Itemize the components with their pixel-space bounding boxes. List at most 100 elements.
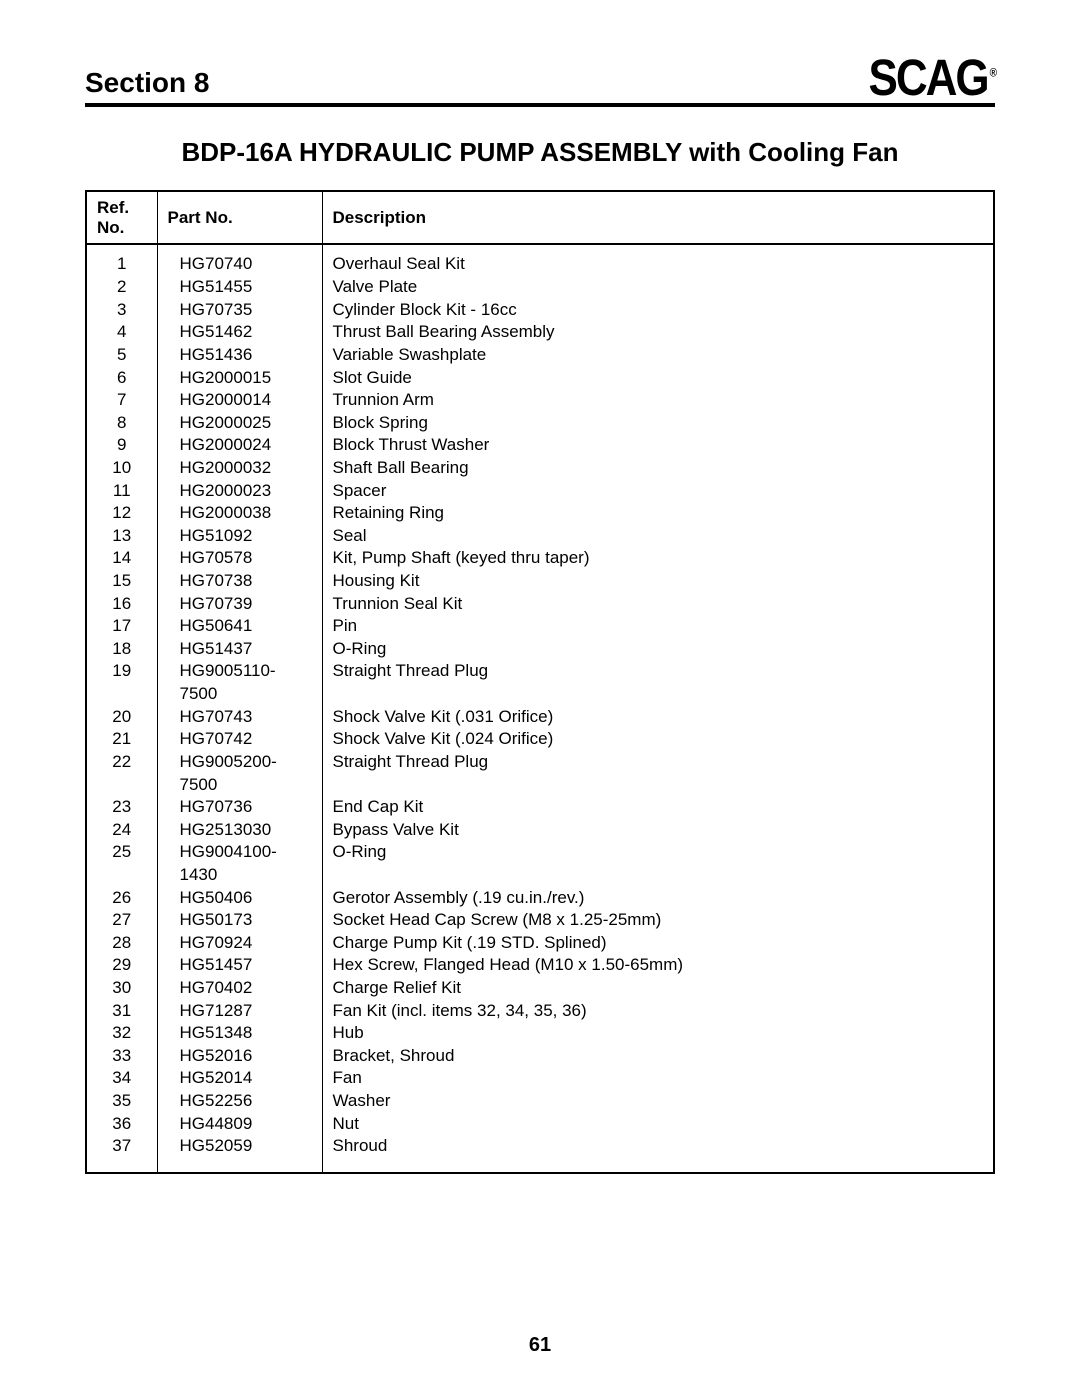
cell-desc: Hub: [322, 1022, 993, 1045]
page-title: BDP-16A HYDRAULIC PUMP ASSEMBLY with Coo…: [85, 137, 995, 168]
table-row: 11HG2000023Spacer: [87, 480, 993, 503]
table-row: 30HG70402Charge Relief Kit: [87, 977, 993, 1000]
cell-ref: 4: [87, 321, 157, 344]
cell-part: HG2000024: [157, 434, 322, 457]
cell-part: HG51437: [157, 638, 322, 661]
table-header-row: Ref. No. Part No. Description: [87, 192, 993, 244]
cell-ref: 20: [87, 706, 157, 729]
cell-desc: Thrust Ball Bearing Assembly: [322, 321, 993, 344]
table-row: 37HG52059Shroud: [87, 1135, 993, 1172]
cell-desc: Block Spring: [322, 412, 993, 435]
cell-part: HG2000038: [157, 502, 322, 525]
cell-desc: Bracket, Shroud: [322, 1045, 993, 1068]
cell-part: HG70924: [157, 932, 322, 955]
table-row: 33HG52016Bracket, Shroud: [87, 1045, 993, 1068]
table-row: 23HG70736End Cap Kit: [87, 796, 993, 819]
cell-part: HG50641: [157, 615, 322, 638]
table-row: 10HG2000032Shaft Ball Bearing: [87, 457, 993, 480]
cell-part: HG50406: [157, 887, 322, 910]
table-row: 29HG51457Hex Screw, Flanged Head (M10 x …: [87, 954, 993, 977]
cell-desc: Housing Kit: [322, 570, 993, 593]
table-row: 13HG51092Seal: [87, 525, 993, 548]
cell-part: HG70402: [157, 977, 322, 1000]
cell-desc: Retaining Ring: [322, 502, 993, 525]
cell-ref: 17: [87, 615, 157, 638]
table-row: 25HG9004100-1430O-Ring: [87, 841, 993, 886]
table-row: 9HG2000024Block Thrust Washer: [87, 434, 993, 457]
col-header-ref: Ref. No.: [87, 192, 157, 244]
section-label: Section 8: [85, 67, 209, 99]
table-row: 35HG52256Washer: [87, 1090, 993, 1113]
cell-part: HG51455: [157, 276, 322, 299]
table-row: 24HG2513030Bypass Valve Kit: [87, 819, 993, 842]
cell-desc: Bypass Valve Kit: [322, 819, 993, 842]
cell-ref: 5: [87, 344, 157, 367]
cell-desc: Gerotor Assembly (.19 cu.in./rev.): [322, 887, 993, 910]
table-row: 16HG70739Trunnion Seal Kit: [87, 593, 993, 616]
cell-desc: Hex Screw, Flanged Head (M10 x 1.50-65mm…: [322, 954, 993, 977]
col-header-ref-line1: Ref.: [97, 198, 129, 217]
cell-part: HG70742: [157, 728, 322, 751]
cell-ref: 22: [87, 751, 157, 796]
cell-desc: Charge Pump Kit (.19 STD. Splined): [322, 932, 993, 955]
cell-desc: Cylinder Block Kit - 16cc: [322, 299, 993, 322]
cell-part: HG70738: [157, 570, 322, 593]
cell-ref: 7: [87, 389, 157, 412]
table-row: 4HG51462Thrust Ball Bearing Assembly: [87, 321, 993, 344]
cell-desc: Spacer: [322, 480, 993, 503]
page-header: Section 8 SCAG®: [85, 60, 995, 107]
cell-ref: 13: [87, 525, 157, 548]
cell-desc: Block Thrust Washer: [322, 434, 993, 457]
cell-part: HG2000032: [157, 457, 322, 480]
cell-desc: Shock Valve Kit (.031 Orifice): [322, 706, 993, 729]
table-row: 17HG50641Pin: [87, 615, 993, 638]
cell-ref: 18: [87, 638, 157, 661]
parts-table-container: Ref. No. Part No. Description 1HG70740Ov…: [85, 190, 995, 1173]
cell-ref: 14: [87, 547, 157, 570]
table-row: 20HG70743Shock Valve Kit (.031 Orifice): [87, 706, 993, 729]
brand-logo-text: SCAG: [869, 50, 988, 106]
cell-ref: 1: [87, 244, 157, 276]
cell-desc: Valve Plate: [322, 276, 993, 299]
cell-ref: 6: [87, 367, 157, 390]
cell-ref: 15: [87, 570, 157, 593]
cell-ref: 31: [87, 1000, 157, 1023]
cell-ref: 36: [87, 1113, 157, 1136]
cell-desc: Kit, Pump Shaft (keyed thru taper): [322, 547, 993, 570]
table-row: 6HG2000015Slot Guide: [87, 367, 993, 390]
cell-desc: Slot Guide: [322, 367, 993, 390]
cell-ref: 3: [87, 299, 157, 322]
cell-ref: 28: [87, 932, 157, 955]
cell-desc: Shaft Ball Bearing: [322, 457, 993, 480]
cell-part: HG70735: [157, 299, 322, 322]
cell-part: HG52059: [157, 1135, 322, 1172]
cell-desc: O-Ring: [322, 638, 993, 661]
cell-desc: Washer: [322, 1090, 993, 1113]
cell-part: HG52016: [157, 1045, 322, 1068]
cell-desc: Seal: [322, 525, 993, 548]
cell-ref: 9: [87, 434, 157, 457]
table-row: 21HG70742Shock Valve Kit (.024 Orifice): [87, 728, 993, 751]
parts-table-body: 1HG70740Overhaul Seal Kit2HG51455Valve P…: [87, 244, 993, 1171]
table-row: 34HG52014Fan: [87, 1067, 993, 1090]
cell-ref: 30: [87, 977, 157, 1000]
cell-ref: 19: [87, 660, 157, 705]
cell-ref: 32: [87, 1022, 157, 1045]
cell-desc: Straight Thread Plug: [322, 660, 993, 705]
col-header-desc: Description: [322, 192, 993, 244]
registered-mark: ®: [990, 68, 995, 81]
cell-part: HG9004100-1430: [157, 841, 322, 886]
cell-ref: 16: [87, 593, 157, 616]
cell-desc: Nut: [322, 1113, 993, 1136]
cell-desc: Pin: [322, 615, 993, 638]
cell-part: HG52014: [157, 1067, 322, 1090]
cell-part: HG51436: [157, 344, 322, 367]
table-row: 15HG70738Housing Kit: [87, 570, 993, 593]
cell-ref: 27: [87, 909, 157, 932]
table-row: 5HG51436Variable Swashplate: [87, 344, 993, 367]
cell-part: HG2000025: [157, 412, 322, 435]
cell-ref: 24: [87, 819, 157, 842]
cell-part: HG52256: [157, 1090, 322, 1113]
table-row: 36HG44809Nut: [87, 1113, 993, 1136]
table-row: 22HG9005200-7500Straight Thread Plug: [87, 751, 993, 796]
